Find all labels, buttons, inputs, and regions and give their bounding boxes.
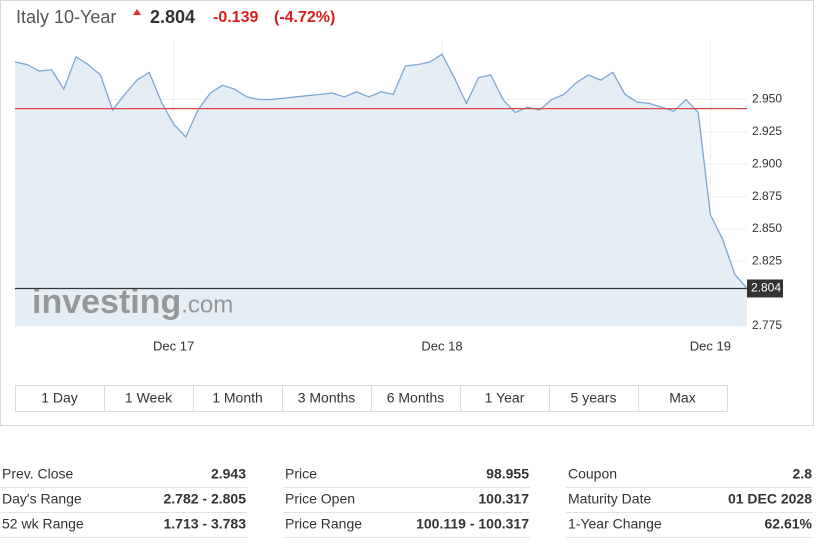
range-button[interactable] [193, 385, 283, 412]
stat-label: Day's Range [2, 491, 82, 507]
range-button[interactable] [282, 385, 372, 412]
range-button-label[interactable]: 1 Day [41, 390, 78, 406]
stat-value: 98.955 [486, 466, 529, 482]
current-price-label: 2.804 [751, 281, 781, 295]
range-button[interactable] [638, 385, 728, 412]
y-tick-label: 2.875 [752, 189, 782, 203]
x-tick-label: Dec 17 [153, 338, 194, 353]
stat-value: 2.782 - 2.805 [163, 491, 246, 507]
price-line [14, 53, 748, 289]
stat-value: 01 DEC 2028 [728, 491, 812, 507]
range-button-label[interactable]: 6 Months [387, 390, 445, 406]
y-tick-label: 2.825 [752, 253, 782, 267]
change-pct: (-4.72%) [274, 9, 335, 26]
change: -0.139 [213, 9, 258, 26]
stat-label: 52 wk Range [2, 516, 84, 532]
price: 2.804 [150, 7, 195, 27]
y-tick-label: 2.900 [752, 156, 782, 170]
range-button-label[interactable]: 5 years [571, 390, 617, 406]
range-button-label[interactable]: 1 Week [125, 390, 173, 406]
stat-value: 2.943 [211, 466, 246, 482]
stat-label: Price Range [285, 516, 362, 532]
stat-value: 1.713 - 3.783 [163, 516, 246, 532]
range-button[interactable] [15, 385, 105, 412]
range-button-label[interactable]: Max [669, 390, 695, 406]
watermark-suffix: .com [181, 291, 233, 318]
stat-label: Price Open [285, 491, 355, 507]
stat-value: 100.317 [478, 491, 529, 507]
range-button-label[interactable]: 1 Month [212, 390, 263, 406]
range-button-label[interactable]: 1 Year [485, 390, 525, 406]
range-button[interactable] [549, 385, 639, 412]
down-arrow [133, 9, 141, 15]
x-tick-label: Dec 19 [690, 338, 731, 353]
range-button[interactable] [460, 385, 550, 412]
current-price-box [747, 279, 783, 298]
range-button[interactable] [371, 385, 461, 412]
area-fill [15, 54, 747, 327]
stat-value: 2.8 [793, 466, 813, 482]
stat-value: 62.61% [765, 516, 813, 532]
watermark: investing [32, 283, 181, 321]
y-tick-label: 2.775 [752, 318, 782, 332]
y-tick-label: 2.925 [752, 124, 782, 138]
stat-value: 100.119 - 100.317 [416, 516, 529, 532]
stat-label: 1-Year Change [568, 516, 662, 532]
instrument-title: Italy 10-Year [16, 7, 116, 27]
y-tick-label: 2.850 [752, 221, 782, 235]
stat-label: Prev. Close [2, 466, 74, 482]
y-tick-label: 2.950 [752, 92, 782, 106]
range-button[interactable] [104, 385, 194, 412]
stat-label: Price [285, 466, 317, 482]
stat-label: Coupon [568, 466, 617, 482]
stat-label: Maturity Date [568, 491, 651, 507]
x-tick-label: Dec 18 [421, 338, 462, 353]
range-button-label[interactable]: 3 Months [298, 390, 356, 406]
